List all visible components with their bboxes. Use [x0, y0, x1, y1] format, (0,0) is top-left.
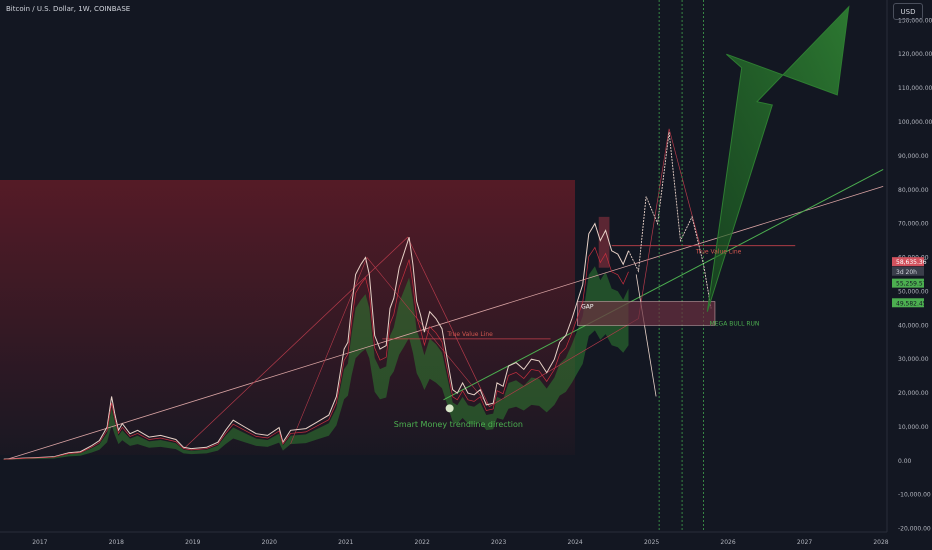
price-axis[interactable]: 130,000.00 120,000.00 110,000.00 100,000.00…	[898, 17, 932, 532]
drop-projection	[635, 274, 657, 397]
true-value-label-1: True Value Line	[446, 331, 493, 338]
price-tag-text: 3d 20h	[896, 269, 917, 276]
x-tick-label: 2021	[338, 539, 353, 546]
y-tick-label: 30,000.00	[898, 356, 929, 363]
gap-zone	[577, 301, 716, 326]
gap-label: GAP	[581, 304, 594, 311]
y-tick-label: 10,000.00	[898, 424, 929, 431]
green-cloud	[3, 266, 629, 460]
symbol-header: Bitcoin / U.S. Dollar, 1W, COINBASE	[6, 5, 131, 13]
x-tick-label: 2027	[797, 539, 812, 546]
annotations: True Value Line True Value Line GAP MEGA BU…	[394, 249, 760, 429]
zigzag-outline	[183, 128, 701, 450]
y-tick-label: 90,000.00	[898, 153, 929, 160]
price-tag-box	[892, 298, 924, 308]
smart-money-label: Smart Money trendline direction	[394, 420, 523, 429]
price-tag-text: 49,582.45	[896, 300, 927, 307]
price-line	[3, 222, 629, 460]
x-tick-label: 2022	[415, 539, 430, 546]
x-tick-label: 2020	[262, 539, 277, 546]
y-tick-label: 130,000.00	[898, 17, 932, 24]
currency-button[interactable]: USD	[893, 3, 923, 20]
supply-box	[598, 216, 610, 268]
y-tick-label: 70,000.00	[898, 221, 929, 228]
y-tick-label: 80,000.00	[898, 187, 929, 194]
y-tick-label: 110,000.00	[898, 85, 932, 92]
bull-arrow	[706, 5, 850, 312]
price-tag-box	[892, 278, 924, 288]
x-tick-label: 2018	[109, 539, 124, 546]
price-series	[3, 222, 629, 460]
y-tick-label: -10,000.00	[898, 492, 931, 499]
red-resistance-zone	[0, 180, 575, 455]
y-tick-label: 20,000.00	[898, 390, 929, 397]
projection-path	[628, 132, 712, 309]
time-axis[interactable]: 2017 2018 2019 2020 2021 2022 2023 2024 2025 2026…	[32, 539, 889, 546]
x-tick-label: 2019	[185, 539, 200, 546]
y-tick-label: 0.00	[898, 458, 912, 465]
x-tick-label: 2024	[567, 539, 582, 546]
green-cloud-layer	[3, 266, 629, 460]
green-trendline	[443, 168, 884, 401]
y-tick-label: 50,000.00	[898, 288, 929, 295]
y-tick-label: -20,000.00	[898, 526, 931, 533]
skull-icon	[445, 404, 454, 413]
x-tick-label: 2023	[491, 539, 506, 546]
y-tick-label: 100,000.00	[898, 119, 932, 126]
long-trendline	[7, 185, 884, 460]
x-tick-label: 2026	[720, 539, 735, 546]
x-tick-label: 2028	[873, 539, 888, 546]
x-tick-label: 2017	[32, 539, 47, 546]
price-tag-text: 55,259.57	[896, 281, 927, 288]
zigzag-inner	[290, 256, 490, 445]
price-tag-box	[892, 257, 924, 267]
price-tags: 58,635.36 3d 20h 55,259.57 49,582.45	[892, 257, 927, 308]
zigzag-lines	[183, 128, 701, 450]
price-tag-box	[892, 266, 924, 276]
price-lower-band	[3, 246, 629, 460]
x-tick-label: 2025	[644, 539, 659, 546]
trend-lines	[7, 168, 884, 460]
price-tag-text: 58,635.36	[896, 259, 927, 266]
y-tick-label: 40,000.00	[898, 322, 929, 329]
y-tick-label: 120,000.00	[898, 51, 932, 58]
mega-bull-run-label: MEGA BULL RUN	[710, 320, 760, 327]
projection-lines	[577, 0, 850, 532]
true-value-label-2: True Value Line	[695, 249, 742, 256]
